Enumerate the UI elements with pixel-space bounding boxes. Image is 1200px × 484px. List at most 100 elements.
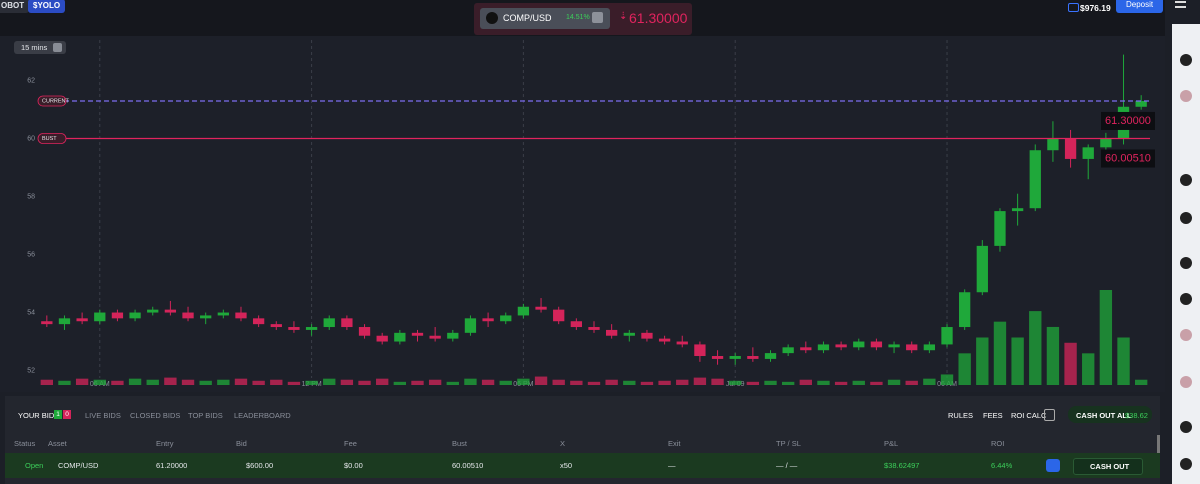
candle-body (305, 327, 318, 330)
volume-bar (623, 380, 636, 385)
balance: $976.19 (1080, 3, 1111, 13)
nav-button[interactable]: OBOT (0, 0, 30, 13)
candle-body (817, 344, 830, 351)
nav-button[interactable]: $YOLO (28, 0, 66, 13)
timeframe: 15 mins (21, 43, 48, 52)
volume-bar (817, 380, 830, 385)
volume-bar (199, 380, 212, 385)
volume-bar (587, 381, 601, 385)
y-tick-label: 58 (27, 193, 35, 200)
avatar (1180, 54, 1192, 66)
volume-bar (1011, 337, 1024, 385)
volume-bar (834, 381, 848, 385)
dropdown[interactable] (53, 43, 62, 52)
action[interactable]: RULES (948, 411, 974, 420)
menu-icon[interactable] (1175, 1, 1186, 8)
candle-body (606, 329, 618, 336)
tab[interactable]: CLOSED BIDS (130, 411, 181, 420)
volume-bar (411, 380, 424, 385)
y-tick-label: 62 (27, 78, 35, 85)
column-header: Bid (236, 439, 247, 448)
asset-icon (486, 12, 498, 24)
price-change: 14.51% (566, 14, 590, 21)
candle-body (623, 332, 635, 336)
y-tick-label: 54 (27, 309, 35, 316)
volume-bar (252, 380, 265, 385)
wallet-icon (1068, 3, 1079, 12)
volume-bar (464, 378, 477, 385)
tab[interactable]: TOP BIDS (188, 411, 223, 420)
volume-bar (234, 378, 248, 385)
action[interactable]: FEES (983, 411, 1003, 420)
volume-bar (305, 380, 318, 385)
candle-body (517, 306, 530, 316)
volume-bar (164, 377, 177, 385)
volume-bar (128, 378, 142, 385)
candle-body (429, 335, 441, 339)
price-value-label: 60.00510 (1105, 152, 1151, 164)
asset-selector[interactable] (480, 8, 610, 29)
y-tick-label: 60 (27, 135, 35, 142)
candle-body (1011, 208, 1024, 212)
cash-out: CASH OUT (1090, 462, 1130, 471)
volume-bar (764, 380, 777, 385)
candle-body (164, 309, 177, 313)
cell: — (668, 461, 676, 470)
volume-bar (781, 381, 795, 385)
candle-body (341, 318, 353, 328)
action[interactable]: ROI CALC (1011, 411, 1047, 420)
volume-bar (40, 379, 54, 385)
candle-body (482, 318, 494, 322)
candle-body (394, 332, 406, 342)
candle-body (464, 318, 477, 333)
candle-body (570, 321, 582, 328)
cash-out-button[interactable] (1073, 458, 1143, 475)
tab[interactable]: YOUR BIDS (18, 411, 60, 420)
tab[interactable]: LEADERBOARD (234, 411, 291, 420)
candle-body (58, 318, 71, 325)
candle-body (1064, 138, 1077, 159)
share-button[interactable] (1046, 459, 1060, 472)
deposit-button[interactable]: Deposit (1116, 0, 1164, 13)
candle-body (888, 344, 900, 348)
volume-bar (799, 379, 812, 385)
candle-body (252, 318, 265, 325)
candle-body (41, 321, 53, 325)
volume-bar (323, 378, 336, 385)
tab[interactable]: LIVE BIDS (85, 411, 121, 420)
cell: COMP/USD (58, 461, 99, 470)
cash-out-all-button[interactable] (1068, 406, 1152, 423)
volume-bar (1117, 337, 1130, 385)
candle-body (182, 312, 194, 319)
badge: 0 (63, 410, 71, 419)
volume-bar (605, 379, 618, 385)
candle-body (658, 338, 671, 342)
avatar (1180, 257, 1192, 269)
candle-body (870, 341, 883, 348)
volume-bar (870, 381, 883, 385)
volume-bar (75, 378, 89, 385)
ticker-price: 61.30000 (629, 10, 688, 26)
candle-body (376, 335, 388, 342)
candle-body (976, 245, 988, 293)
volume-bar (58, 380, 71, 385)
calc-icon (1044, 409, 1055, 421)
price-line-label: BUST (42, 136, 57, 142)
candle-body (764, 353, 777, 359)
volume-bar (376, 378, 389, 385)
chart-layer: 06 AM12 PM06 PMJul 0906 AM525456586062CU… (27, 40, 1155, 388)
volume-bar (93, 379, 106, 385)
cell: x50 (560, 461, 573, 470)
volume-bar (693, 377, 707, 385)
volume-bar (340, 379, 354, 385)
candle-body (535, 306, 547, 310)
badge: 1 (54, 410, 62, 419)
candle-body (411, 332, 424, 336)
volume-bar (428, 379, 442, 385)
candle-body (447, 332, 459, 339)
candle-body (94, 312, 106, 322)
candle-body (588, 327, 600, 330)
dropdown[interactable] (592, 12, 603, 23)
volume-bar (958, 353, 971, 385)
